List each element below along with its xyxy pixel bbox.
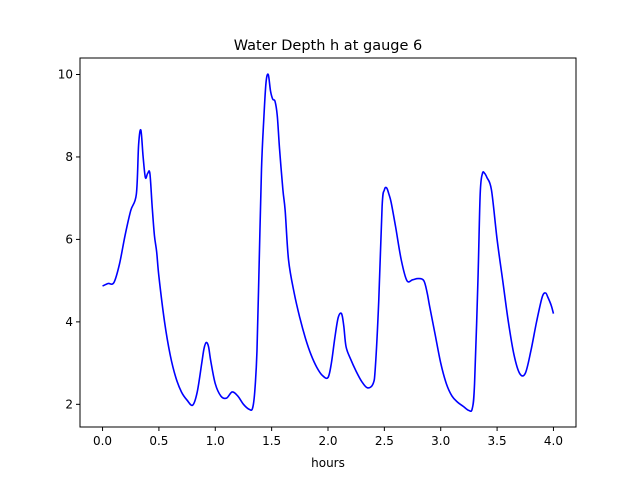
y-axis: 2 4 6 8 10 [58, 67, 80, 411]
x-axis: 0.0 0.5 1.0 1.5 2.0 2.5 3.0 3.5 4.0 [93, 427, 563, 448]
x-tick-label: 0.0 [93, 434, 112, 448]
x-tick-label: 0.5 [149, 434, 168, 448]
x-tick-label: 1.0 [206, 434, 225, 448]
series-layer [102, 73, 555, 413]
series-line-0 [102, 73, 555, 413]
x-tick-label: 4.0 [544, 434, 563, 448]
x-tick-label: 3.0 [431, 434, 450, 448]
x-tick-label: 1.5 [262, 434, 281, 448]
y-tick-label: 4 [65, 315, 73, 329]
y-tick-label: 10 [58, 67, 73, 81]
x-tick-label: 3.5 [488, 434, 507, 448]
y-tick-label: 2 [65, 397, 73, 411]
y-tick-label: 6 [65, 232, 73, 246]
x-tick-label: 2.5 [375, 434, 394, 448]
y-tick-label: 8 [65, 150, 73, 164]
chart-title: Water Depth h at gauge 6 [234, 38, 422, 54]
x-tick-label: 2.0 [318, 434, 337, 448]
plot-area: 0.0 0.5 1.0 1.5 2.0 2.5 3.0 3.5 4.0 2 4 6 8 10 [58, 57, 577, 448]
x-axis-label: hours [311, 456, 345, 470]
